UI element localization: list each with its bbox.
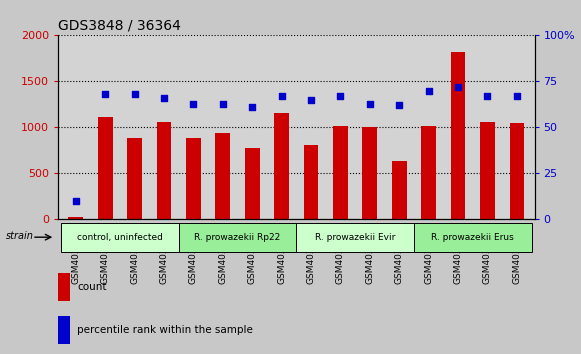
Bar (245, 148, 260, 219)
Text: R. prowazekii Erus: R. prowazekii Erus (431, 233, 514, 242)
Point (394, 103, 404, 108)
FancyBboxPatch shape (414, 223, 532, 251)
Bar (216, 133, 230, 219)
Point (218, 101, 227, 106)
Text: GDS3848 / 36364: GDS3848 / 36364 (58, 19, 181, 33)
Bar (480, 122, 495, 219)
Point (159, 95, 168, 101)
Bar (421, 126, 436, 219)
Point (306, 97, 315, 103)
Bar (451, 52, 465, 219)
Bar (392, 161, 407, 219)
Text: R. prowazekii Rp22: R. prowazekii Rp22 (195, 233, 281, 242)
Point (277, 93, 286, 99)
Point (248, 104, 257, 110)
Point (424, 88, 433, 93)
Point (365, 101, 375, 106)
Bar (127, 138, 142, 219)
Text: count: count (77, 282, 107, 292)
Point (130, 91, 139, 97)
Point (512, 93, 522, 99)
Bar (58, 316, 70, 344)
Bar (69, 217, 83, 219)
Bar (304, 145, 318, 219)
Point (483, 93, 492, 99)
Bar (274, 113, 289, 219)
Bar (157, 122, 171, 219)
Point (101, 91, 110, 97)
Bar (363, 126, 377, 219)
Text: control, uninfected: control, uninfected (77, 233, 163, 242)
FancyBboxPatch shape (296, 223, 414, 251)
Point (453, 84, 462, 90)
Point (189, 101, 198, 106)
FancyBboxPatch shape (61, 223, 179, 251)
Bar (333, 126, 348, 219)
Bar (510, 123, 524, 219)
Bar (98, 117, 113, 219)
Text: strain: strain (6, 230, 34, 241)
FancyBboxPatch shape (179, 223, 296, 251)
Bar (58, 273, 70, 301)
Bar (186, 138, 200, 219)
Text: percentile rank within the sample: percentile rank within the sample (77, 325, 253, 335)
Point (336, 93, 345, 99)
Point (71, 198, 80, 204)
Text: R. prowazekii Evir: R. prowazekii Evir (315, 233, 395, 242)
